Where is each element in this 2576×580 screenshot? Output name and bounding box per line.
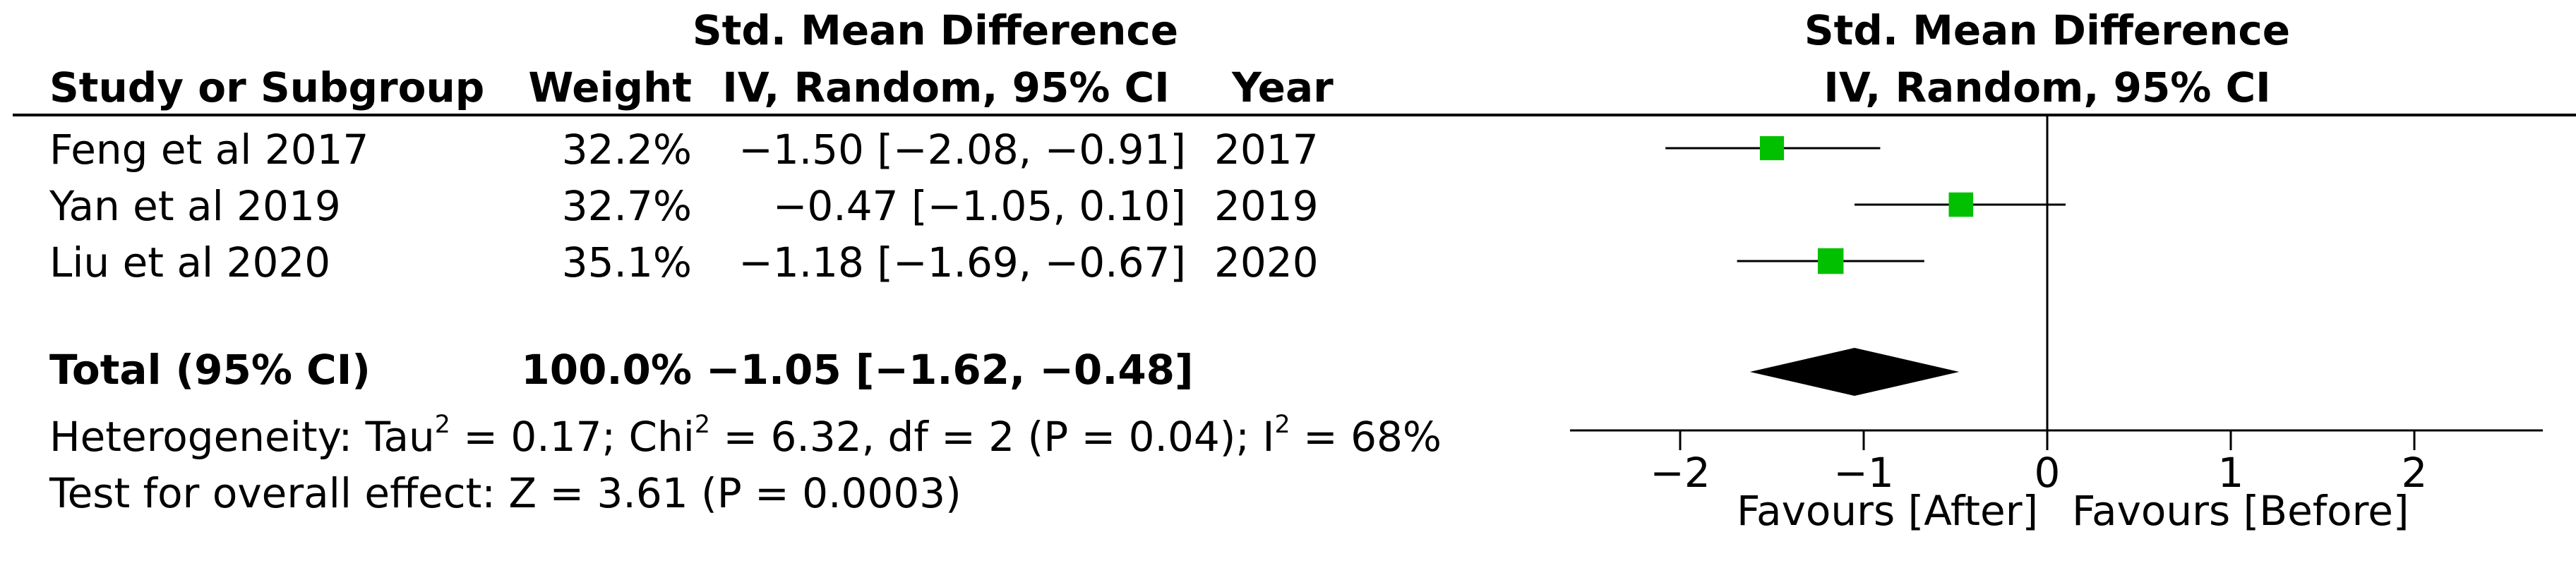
chi-value: = 6.32, df = 2 (P = 0.04); I: [710, 413, 1275, 461]
chi-superscript: 2: [694, 410, 711, 439]
effect-column-header-line1: Std. Mean Difference: [692, 6, 1179, 54]
tau-value: = 0.17; Chi: [450, 413, 695, 461]
study-year: 2017: [1214, 126, 1319, 174]
weight-column-header: Weight: [528, 64, 692, 111]
favours-right-label: Favours [Before]: [2072, 487, 2409, 535]
year-column-header: Year: [1232, 64, 1334, 111]
study-ci: −0.47 [−1.05, 0.10]: [772, 182, 1186, 230]
i-squared-value: = 68%: [1290, 413, 1442, 461]
total-label: Total (95% CI): [49, 346, 371, 394]
study-name: Yan et al 2019: [49, 182, 341, 230]
effect-column-header-line2: IV, Random, 95% CI: [722, 64, 1170, 111]
total-weight: 100.0%: [521, 346, 692, 394]
study-column-header: Study or Subgroup: [49, 64, 485, 111]
pooled-effect-diamond: [1749, 348, 1960, 396]
plot-layer: −2 −1 0 1 2: [1570, 116, 2543, 497]
study-point-marker: [1759, 135, 1785, 161]
i-squared-superscript: 2: [1274, 410, 1290, 439]
study-name: Feng et al 2017: [49, 126, 369, 174]
plot-title-line1: Std. Mean Difference: [1804, 6, 2291, 54]
x-axis-tick-label: 0: [2035, 449, 2061, 497]
total-ci: −1.05 [−1.62, −0.48]: [706, 346, 1194, 394]
heterogeneity-text: Heterogeneity: Tau2 = 0.17; Chi2 = 6.32,…: [49, 413, 1442, 457]
x-axis-tick-label: 2: [2402, 449, 2428, 497]
study-ci: −1.50 [−2.08, −0.91]: [738, 126, 1186, 174]
study-ci: −1.18 [−1.69, −0.67]: [738, 238, 1186, 286]
study-weight: 35.1%: [561, 238, 692, 286]
overall-effect-text: Test for overall effect: Z = 3.61 (P = 0…: [49, 469, 961, 517]
study-weight: 32.2%: [561, 126, 692, 174]
study-year: 2019: [1214, 182, 1319, 230]
study-point-marker: [1948, 192, 1974, 217]
study-weight: 32.7%: [561, 182, 692, 230]
favours-left-label: Favours [After]: [1737, 487, 2039, 535]
study-point-marker: [1817, 248, 1844, 274]
study-year: 2020: [1214, 238, 1319, 286]
heterogeneity-prefix: Heterogeneity: Tau: [49, 413, 435, 461]
x-axis-tick-label: 1: [2218, 449, 2244, 497]
tau-superscript: 2: [434, 410, 450, 439]
study-name: Liu et al 2020: [49, 238, 331, 286]
x-axis-tick-label: −1: [1833, 449, 1894, 497]
x-axis-tick-label: −2: [1650, 449, 1711, 497]
plot-title-line2: IV, Random, 95% CI: [1823, 64, 2271, 111]
